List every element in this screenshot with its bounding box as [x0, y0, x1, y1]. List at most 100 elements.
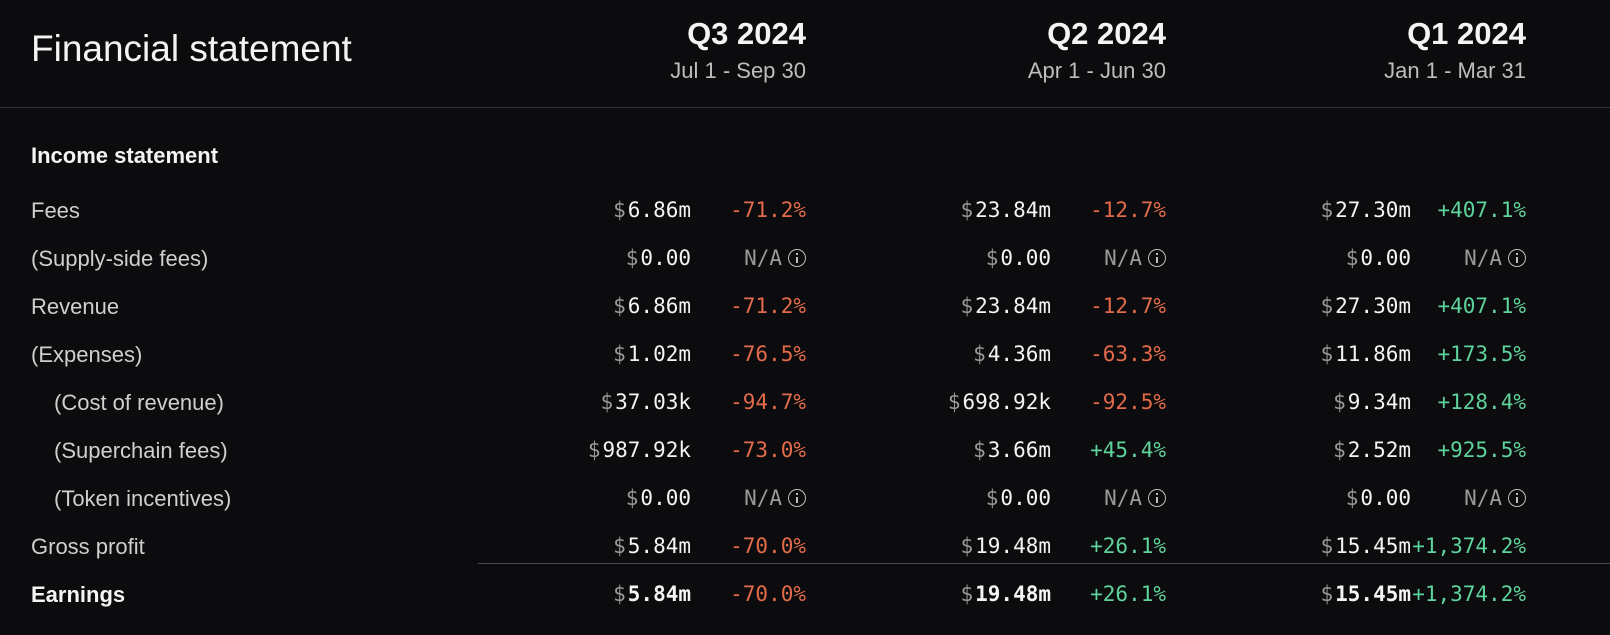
- table-row: (Expenses) $1.02m -76.5% $4.36m -63.3% $11.86…: [0, 334, 1610, 378]
- info-circle-icon[interactable]: [1148, 249, 1166, 267]
- amount-value: 2.52m: [1347, 438, 1411, 462]
- info-circle-icon[interactable]: [1508, 249, 1526, 267]
- amount-cell: $0.00: [1211, 246, 1411, 270]
- amount-value: 19.48m: [975, 582, 1051, 606]
- amount-value: 15.45m: [1335, 582, 1411, 606]
- quarter-header-q2: Q2 2024 Apr 1 - Jun 30: [906, 14, 1166, 88]
- row-label: Fees: [31, 198, 80, 223]
- row-label: (Superchain fees): [54, 438, 228, 463]
- row-label: (Token incentives): [54, 486, 232, 511]
- amount-cell: $23.84m: [851, 198, 1051, 222]
- change-value: -73.0%: [730, 438, 806, 462]
- amount-value: 0.00: [1360, 246, 1411, 270]
- amount-cell: $19.48m: [851, 534, 1051, 558]
- currency-symbol: $: [960, 294, 974, 318]
- row-label: (Cost of revenue): [54, 390, 224, 415]
- currency-symbol: $: [1320, 534, 1334, 558]
- change-cell: N/A: [1026, 246, 1166, 270]
- quarter-name: Q2 2024: [1047, 16, 1166, 51]
- statement-header: Financial statement Q3 2024 Jul 1 - Sep …: [0, 0, 1610, 108]
- info-circle-icon[interactable]: [788, 249, 806, 267]
- table-row: (Supply-side fees) $0.00 N/A $0.00 N/A $0.00 N…: [0, 238, 1610, 282]
- amount-cell: $0.00: [1211, 486, 1411, 510]
- amount-cell: $3.66m: [851, 438, 1051, 462]
- info-circle-icon[interactable]: [788, 489, 806, 507]
- amount-value: 27.30m: [1335, 294, 1411, 318]
- amount-value: 37.03k: [615, 390, 691, 414]
- row-label: (Supply-side fees): [31, 246, 209, 271]
- currency-symbol: $: [600, 390, 614, 414]
- currency-symbol: $: [1320, 582, 1334, 606]
- amount-cell: $15.45m: [1211, 582, 1411, 606]
- change-value: +407.1%: [1437, 294, 1526, 318]
- quarter-name: Q3 2024: [687, 16, 806, 51]
- change-cell: -92.5%: [1026, 390, 1166, 414]
- amount-value: 0.00: [1360, 486, 1411, 510]
- currency-symbol: $: [985, 246, 999, 270]
- change-cell: -12.7%: [1026, 198, 1166, 222]
- earnings-divider: [478, 563, 1610, 564]
- quarter-range: Jul 1 - Sep 30: [670, 58, 806, 83]
- change-value: N/A: [1104, 486, 1142, 510]
- amount-cell: $27.30m: [1211, 294, 1411, 318]
- amount-value: 11.86m: [1335, 342, 1411, 366]
- amount-cell: $15.45m: [1211, 534, 1411, 558]
- table-row: (Token incentives) $0.00 N/A $0.00 N/A $0.00 N…: [0, 478, 1610, 522]
- change-cell: -73.0%: [666, 438, 806, 462]
- quarter-header-q3: Q3 2024 Jul 1 - Sep 30: [546, 14, 806, 88]
- quarter-header-q1: Q1 2024 Jan 1 - Mar 31: [1266, 14, 1526, 88]
- amount-cell: $11.86m: [1211, 342, 1411, 366]
- change-cell: +128.4%: [1386, 390, 1526, 414]
- change-value: -71.2%: [730, 294, 806, 318]
- info-circle-icon[interactable]: [1508, 489, 1526, 507]
- change-cell: -12.7%: [1026, 294, 1166, 318]
- currency-symbol: $: [947, 390, 961, 414]
- currency-symbol: $: [973, 342, 986, 366]
- currency-symbol: $: [1345, 246, 1359, 270]
- change-cell: -63.3%: [1026, 342, 1166, 366]
- change-cell: N/A: [1386, 486, 1526, 510]
- amount-value: 0.00: [640, 486, 691, 510]
- change-cell: N/A: [666, 486, 806, 510]
- change-cell: +173.5%: [1386, 342, 1526, 366]
- quarter-name: Q1 2024: [1407, 16, 1526, 51]
- amount-cell: $0.00: [851, 246, 1051, 270]
- amount-value: 0.00: [640, 246, 691, 270]
- change-value: +1,374.2%: [1412, 582, 1526, 606]
- amount-value: 5.84m: [627, 582, 691, 606]
- currency-symbol: $: [1320, 198, 1334, 222]
- amount-value: 4.36m: [987, 342, 1051, 366]
- amount-value: 6.86m: [627, 294, 691, 318]
- change-value: N/A: [744, 246, 782, 270]
- change-cell: -71.2%: [666, 198, 806, 222]
- change-cell: +1,374.2%: [1386, 534, 1526, 558]
- amount-value: 5.84m: [627, 534, 691, 558]
- table-row: Fees $6.86m -71.2% $23.84m -12.7% $27.30m +407…: [0, 190, 1610, 234]
- currency-symbol: $: [960, 198, 974, 222]
- amount-value: 9.34m: [1347, 390, 1411, 414]
- table-row: Revenue $6.86m -71.2% $23.84m -12.7% $27.30m +…: [0, 286, 1610, 330]
- change-cell: N/A: [666, 246, 806, 270]
- amount-cell: $0.00: [491, 246, 691, 270]
- currency-symbol: $: [1333, 438, 1346, 462]
- amount-value: 6.86m: [627, 198, 691, 222]
- change-value: N/A: [1464, 486, 1502, 510]
- currency-symbol: $: [613, 294, 626, 318]
- change-cell: +26.1%: [1026, 582, 1166, 606]
- amount-cell: $23.84m: [851, 294, 1051, 318]
- amount-value: 19.48m: [975, 534, 1051, 558]
- row-label: (Expenses): [31, 342, 143, 367]
- currency-symbol: $: [625, 246, 639, 270]
- amount-value: 0.00: [1000, 486, 1051, 510]
- change-cell: +407.1%: [1386, 198, 1526, 222]
- amount-cell: $6.86m: [491, 294, 691, 318]
- amount-value: 3.66m: [987, 438, 1051, 462]
- currency-symbol: $: [960, 582, 974, 606]
- change-value: N/A: [1104, 246, 1142, 270]
- amount-cell: $987.92k: [491, 438, 691, 462]
- amount-cell: $1.02m: [491, 342, 691, 366]
- info-circle-icon[interactable]: [1148, 489, 1166, 507]
- change-value: -92.5%: [1090, 390, 1166, 414]
- change-value: +26.1%: [1090, 582, 1166, 606]
- page-title: Financial statement: [31, 28, 352, 69]
